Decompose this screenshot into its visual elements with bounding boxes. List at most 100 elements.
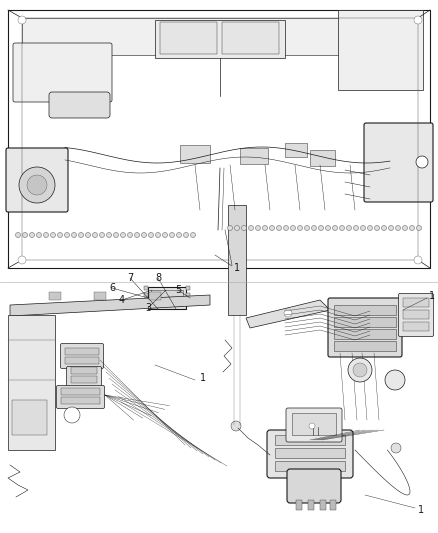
Circle shape [269,225,274,230]
Circle shape [141,232,146,238]
Bar [71,367,97,374]
Bar [186,286,190,290]
FancyBboxPatch shape [398,294,432,336]
Text: 1: 1 [200,373,206,383]
Circle shape [276,225,281,230]
Circle shape [381,225,385,230]
Circle shape [36,232,42,238]
Circle shape [352,363,366,377]
Polygon shape [22,18,417,55]
Circle shape [113,232,118,238]
Circle shape [353,225,358,230]
Bar [222,22,279,54]
Circle shape [43,232,48,238]
Circle shape [148,232,153,238]
Circle shape [50,232,55,238]
Circle shape [71,232,76,238]
Circle shape [234,225,239,230]
Bar [309,150,334,166]
Text: 1: 1 [417,505,423,515]
FancyBboxPatch shape [49,92,110,118]
Bar [159,22,216,54]
FancyBboxPatch shape [57,385,104,408]
Bar [94,292,106,300]
Text: 3: 3 [145,303,151,313]
Circle shape [262,225,267,230]
Bar [274,461,344,471]
Bar [295,500,301,510]
Bar [291,413,335,435]
Circle shape [29,232,35,238]
Circle shape [227,225,232,230]
Circle shape [367,225,372,230]
FancyBboxPatch shape [66,367,101,387]
Bar [337,10,422,90]
Circle shape [308,423,314,429]
Bar [148,292,161,300]
Text: 4: 4 [119,295,125,305]
Bar [61,397,100,404]
Circle shape [22,232,28,238]
Circle shape [18,16,26,24]
Circle shape [290,225,295,230]
Circle shape [374,225,378,230]
Bar [333,305,395,315]
FancyBboxPatch shape [13,43,112,102]
Circle shape [325,225,330,230]
Bar [274,448,344,458]
Text: 5: 5 [174,285,181,295]
Circle shape [332,225,337,230]
Bar [71,376,97,383]
FancyBboxPatch shape [266,430,352,478]
Circle shape [283,225,288,230]
Text: 6: 6 [109,283,115,293]
Polygon shape [8,315,55,450]
Circle shape [120,232,125,238]
Bar [319,500,325,510]
Circle shape [402,225,406,230]
Circle shape [311,225,316,230]
Circle shape [339,225,344,230]
Circle shape [183,232,188,238]
Bar [240,148,267,164]
Circle shape [92,232,97,238]
Text: 1: 1 [233,263,240,273]
Circle shape [255,225,260,230]
Circle shape [388,225,392,230]
Bar [274,435,344,445]
Bar [12,400,47,435]
Bar [61,388,100,395]
Polygon shape [8,10,429,268]
Text: 1: 1 [428,291,434,301]
Circle shape [155,232,160,238]
Circle shape [18,256,26,264]
Text: 8: 8 [155,273,161,283]
Bar [65,357,99,364]
Bar [186,293,190,297]
Circle shape [390,443,400,453]
FancyBboxPatch shape [285,408,341,442]
Bar [151,290,183,306]
Circle shape [409,225,413,230]
Circle shape [134,232,139,238]
Circle shape [416,225,420,230]
Circle shape [85,232,90,238]
Bar [284,143,306,157]
Bar [144,300,148,304]
Circle shape [169,232,174,238]
Circle shape [127,232,132,238]
Circle shape [15,232,21,238]
Bar [49,292,61,300]
FancyBboxPatch shape [327,298,401,357]
Bar [402,310,428,319]
Bar [65,348,99,355]
Circle shape [99,232,104,238]
Bar [333,317,395,327]
Circle shape [413,256,421,264]
FancyBboxPatch shape [286,469,340,503]
Circle shape [78,232,83,238]
Circle shape [57,232,62,238]
Circle shape [360,225,365,230]
Circle shape [384,370,404,390]
Bar [144,293,148,297]
